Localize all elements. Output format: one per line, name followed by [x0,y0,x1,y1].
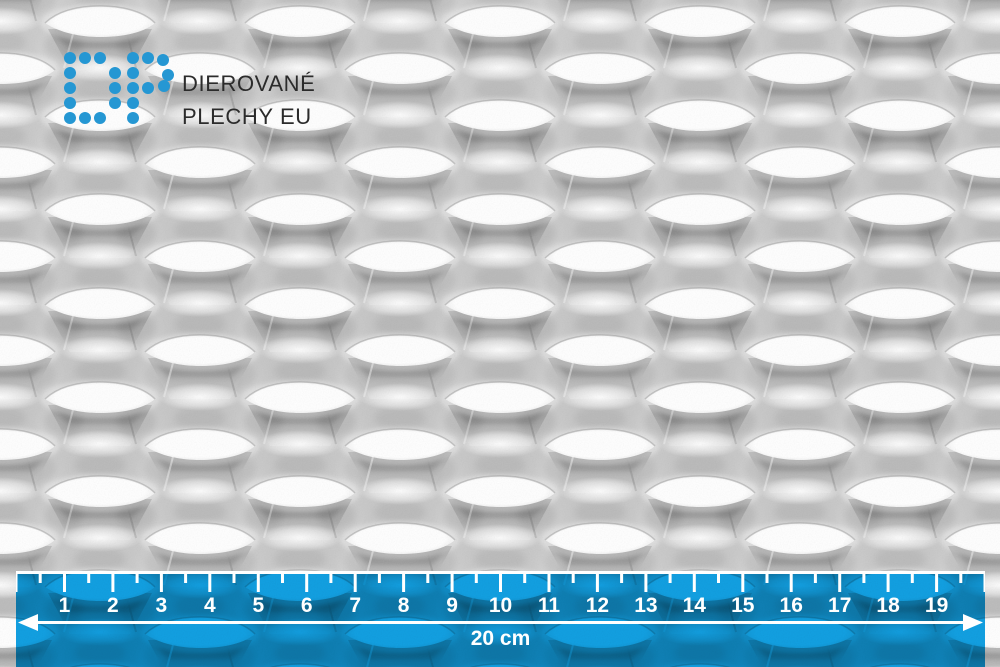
ruler-tick-minor [426,571,430,583]
ruler-number: 13 [634,594,657,617]
ruler-number: 11 [538,594,561,617]
ruler-number: 19 [925,594,948,617]
ruler-tick-major [886,571,890,592]
ruler-tick-minor [959,571,963,583]
ruler-tick-minor [862,571,866,583]
ruler-tick-minor [668,571,672,583]
ruler-number: 6 [301,594,313,617]
span-arrow-left-icon [18,614,38,631]
ruler-number: 16 [780,594,803,617]
ruler-tick-major [644,571,648,592]
ruler-tick-minor [523,571,527,583]
ruler-tick-major [789,571,793,592]
ruler-tick-major [692,571,696,592]
ruler-number: 10 [489,594,512,617]
ruler-tick-minor [281,571,284,583]
ruler-tick-major [838,571,842,592]
ruler-number: 3 [156,594,168,617]
ruler-tick-major [63,571,66,592]
ruler-number: 17 [828,594,851,617]
scale-ruler: 1 2 3 4 5 6 7 8 9 10 11 12 13 14 15 16 17 18 19 20 cm [16,571,985,667]
ruler-number: 4 [204,594,216,617]
ruler-tick-minor [813,571,817,583]
dp-dot-matrix-logo-icon [64,52,174,124]
ruler-tick-major [16,571,18,592]
ruler-tick-minor [38,571,42,583]
ruler-tick-minor [474,571,478,583]
ruler-tick-major [208,571,212,592]
ruler-number: 14 [683,594,707,617]
ruler-tick-major [741,571,745,592]
brand-name-line1: DIEROVANÉ [182,71,316,96]
span-arrow-shaft [34,621,967,624]
ruler-number: 2 [107,594,119,617]
ruler-tick-major [450,571,454,592]
ruler-number: 9 [446,594,458,617]
ruler-tick-minor [377,571,381,583]
ruler-number: 1 [59,594,71,617]
ruler-tick-major [935,571,939,592]
ruler-tick-minor [717,571,720,583]
ruler-tick-minor [329,571,333,583]
ruler-tick-major [353,571,357,592]
ruler-tick-major [983,571,985,592]
ruler-tick-minor [571,571,575,583]
brand-name: DIEROVANÉ PLECHY EU [182,67,315,133]
brand-name-line2: PLECHY EU [182,104,312,129]
ruler-tick-minor [135,571,139,583]
ruler-tick-major [305,571,309,592]
ruler-number: 18 [876,594,900,617]
ruler-tick-major [499,571,502,592]
brand-logo: DIEROVANÉ PLECHY EU [64,52,394,132]
ruler-number: 8 [398,594,410,617]
ruler-tick-minor [87,571,91,583]
ruler-number: 15 [731,594,755,617]
ruler-tick-major [547,571,551,592]
ruler-tick-minor [910,571,914,583]
ruler-tick-minor [620,571,624,583]
ruler-tick-minor [184,571,188,583]
span-length-label: 20 cm [471,627,531,650]
ruler-tick-minor [232,571,236,583]
span-arrow-right-icon [963,614,983,631]
ruler-number: 7 [349,594,361,617]
ruler-number: 12 [586,594,609,617]
ruler-tick-major [595,571,599,592]
ruler-tick-major [159,571,163,592]
ruler-tick-major [111,571,115,592]
ruler-tick-minor [765,571,769,583]
ruler-tick-major [256,571,260,592]
ruler-tick-major [402,571,406,592]
ruler-number: 5 [252,594,264,617]
